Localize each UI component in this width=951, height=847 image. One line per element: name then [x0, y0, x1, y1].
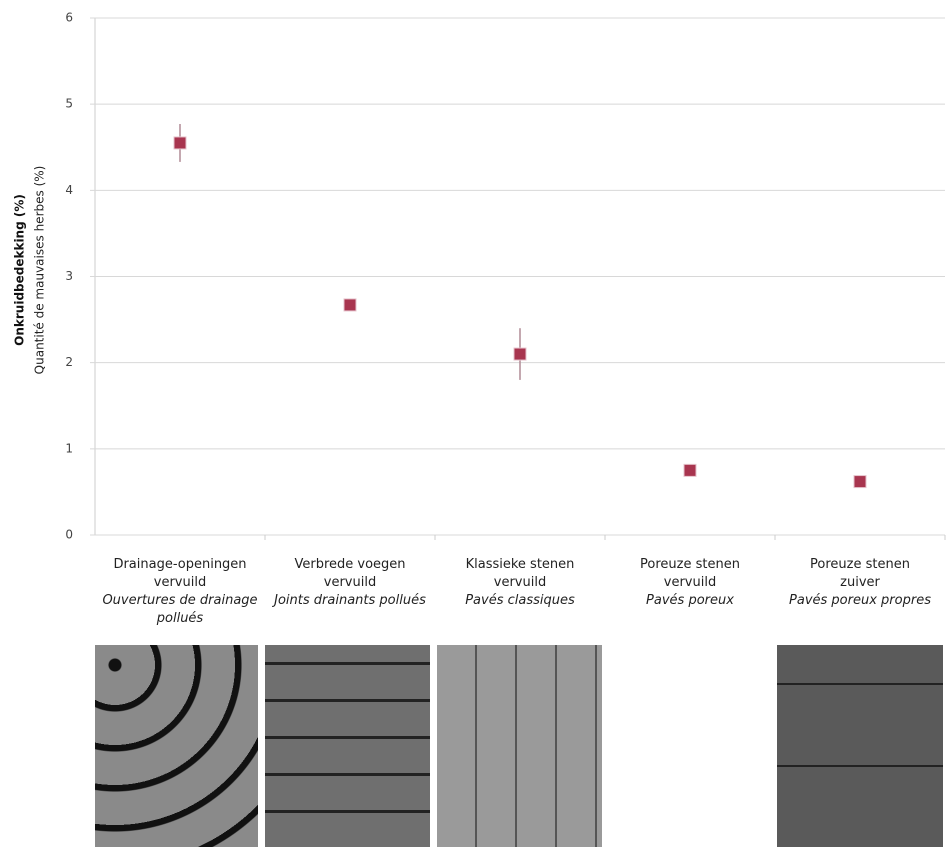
marker	[514, 348, 526, 360]
y-tick-label: 3	[65, 269, 73, 283]
category-name: Drainage-openingen vervuild	[96, 556, 264, 592]
chart: Onkruidbedekking (%) Quantité de mauvais…	[0, 0, 951, 550]
category-name-fr: Joints drainants pollués	[266, 592, 434, 610]
photo	[95, 645, 258, 847]
y-tick-label: 0	[65, 528, 73, 542]
category-name: Verbrede voegen vervuild	[266, 556, 434, 592]
category-name-fr: Pavés classiques	[436, 592, 604, 610]
y-tick-label: 1	[65, 441, 73, 455]
category-name-fr: Pavés poreux	[606, 592, 774, 610]
photo	[777, 645, 943, 847]
category-name: Klassieke stenen vervuild	[436, 556, 604, 592]
y-tick-label: 2	[65, 355, 73, 369]
photo	[437, 645, 602, 847]
category-name: Poreuze stenen zuiver	[776, 556, 944, 592]
category-name-fr: Pavés poreux propres	[776, 592, 944, 610]
marker	[344, 299, 356, 311]
marker	[684, 464, 696, 476]
y-axis-label-fr: Quantité de mauvaises herbes (%)	[33, 166, 47, 375]
category-name: Poreuze stenen vervuild	[606, 556, 774, 592]
marker	[174, 137, 186, 149]
y-tick-label: 4	[65, 183, 73, 197]
photo	[265, 645, 430, 847]
marker	[854, 476, 866, 488]
y-tick-label: 6	[65, 11, 73, 25]
category-name-fr: Ouvertures de drainage pollués	[96, 592, 264, 628]
y-axis-label: Onkruidbedekking (%)	[13, 194, 27, 346]
page: Onkruidbedekking (%) Quantité de mauvais…	[0, 0, 951, 847]
y-tick-label: 5	[65, 97, 73, 111]
